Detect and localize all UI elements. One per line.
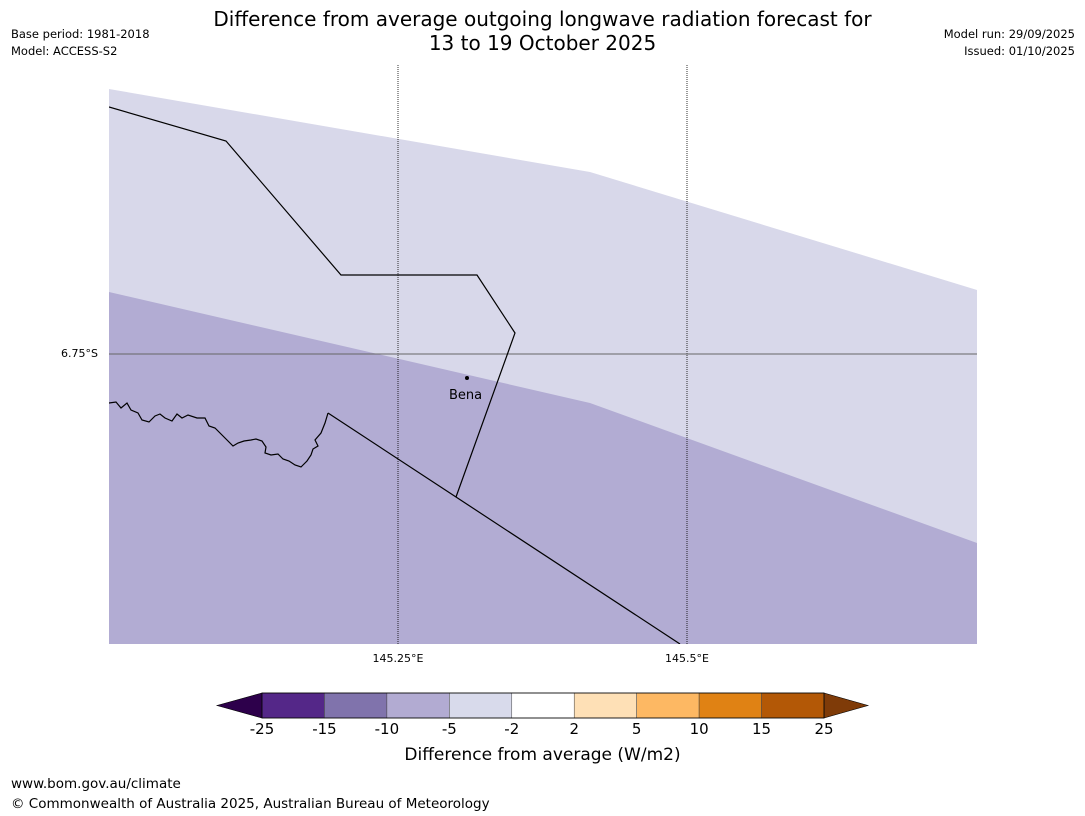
colorbar-tick-label: -10 xyxy=(374,720,400,738)
colorbar-bin xyxy=(386,692,450,719)
colorbar-bin xyxy=(511,692,575,719)
lon-label-145-25: 145.25°E xyxy=(372,652,424,665)
base-period: Base period: 1981-2018 xyxy=(11,27,150,41)
river-boundary xyxy=(109,401,329,468)
colorbar-tick-label: -2 xyxy=(504,720,520,738)
colorbar-bin xyxy=(636,692,700,719)
colorbar-bin xyxy=(761,692,825,719)
lon-label-145-5: 145.5°E xyxy=(665,652,709,665)
model-name: Model: ACCESS-S2 xyxy=(11,44,118,58)
model-run: Model run: 29/09/2025 xyxy=(943,27,1075,41)
colorbar-tick-label: -5 xyxy=(441,720,457,738)
colorbar-tick-label: 2 xyxy=(569,720,579,738)
meta-left: Base period: 1981-2018 Model: ACCESS-S2 xyxy=(11,26,150,60)
colorbar-title: Difference from average (W/m2) xyxy=(404,745,681,765)
map-title: Difference from average outgoing longwav… xyxy=(0,7,1085,55)
footer-copyright: © Commonwealth of Australia 2025, Austra… xyxy=(11,796,490,812)
lat-label: 6.75°S xyxy=(61,347,98,360)
title-line-1: Difference from average outgoing longwav… xyxy=(213,7,872,31)
colorbar-tick-label: 25 xyxy=(814,720,834,738)
colorbar-bin xyxy=(449,692,513,719)
footer-url: www.bom.gov.au/climate xyxy=(11,776,181,792)
place-label-bena: Bena xyxy=(449,388,483,403)
colorbar-tick-label: 15 xyxy=(752,720,772,738)
title-line-2: 13 to 19 October 2025 xyxy=(428,31,657,55)
colorbar-bin xyxy=(698,692,762,719)
colorbar-extend-under xyxy=(215,692,263,719)
colorbar-extend-over xyxy=(823,692,870,719)
colorbar-tick-label: -15 xyxy=(312,720,337,738)
colorbar-bin xyxy=(573,692,637,719)
colorbar-frame xyxy=(261,692,825,719)
colorbar-tick-label: 10 xyxy=(689,720,709,738)
colorbar-tick-label: -25 xyxy=(249,720,275,738)
meta-right: Model run: 29/09/2025 Issued: 01/10/2025 xyxy=(944,26,1075,60)
colorbar-tick-label: 5 xyxy=(631,720,642,738)
province-boundary-south xyxy=(327,412,681,644)
map-plot-area xyxy=(109,65,977,644)
issued-date: Issued: 01/10/2025 xyxy=(964,44,1075,58)
place-marker-bena xyxy=(465,376,469,380)
band-lower xyxy=(109,292,977,644)
colorbar-bin xyxy=(324,692,388,719)
colorbar-bin xyxy=(261,692,325,719)
province-boundary-north xyxy=(109,106,516,498)
